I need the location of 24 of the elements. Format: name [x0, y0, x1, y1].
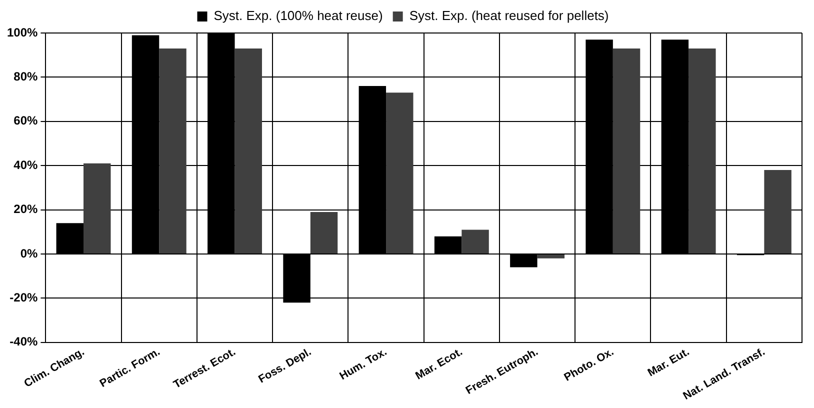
y-tick-label: 60%	[14, 114, 38, 128]
x-tick-label: Mar. Eut.	[646, 346, 692, 380]
x-tick-label: Mar. Ecot.	[414, 346, 465, 382]
bar	[537, 254, 565, 258]
y-tick-label: 20%	[14, 202, 38, 216]
x-tick-label: Foss. Depl.	[256, 346, 314, 386]
x-tick-label: Hum. Tox.	[338, 346, 390, 383]
bar	[612, 48, 640, 254]
bar	[688, 48, 716, 254]
y-tick-label: -40%	[10, 334, 38, 349]
y-tick-label: -20%	[10, 290, 38, 305]
bar	[462, 230, 489, 254]
y-tick-label: 40%	[14, 158, 38, 172]
bar	[84, 163, 111, 254]
bar	[310, 212, 338, 254]
bar	[159, 48, 186, 254]
y-tick-label: 80%	[14, 70, 38, 84]
legend-label: Syst. Exp. (heat reused for pellets)	[409, 8, 609, 24]
legend-label: Syst. Exp. (100% heat reuse)	[214, 8, 383, 24]
bar	[386, 92, 414, 254]
y-tick-label: 100%	[6, 25, 38, 40]
bar	[764, 170, 792, 254]
y-tick-label: 0%	[20, 246, 38, 260]
bar	[234, 48, 262, 254]
